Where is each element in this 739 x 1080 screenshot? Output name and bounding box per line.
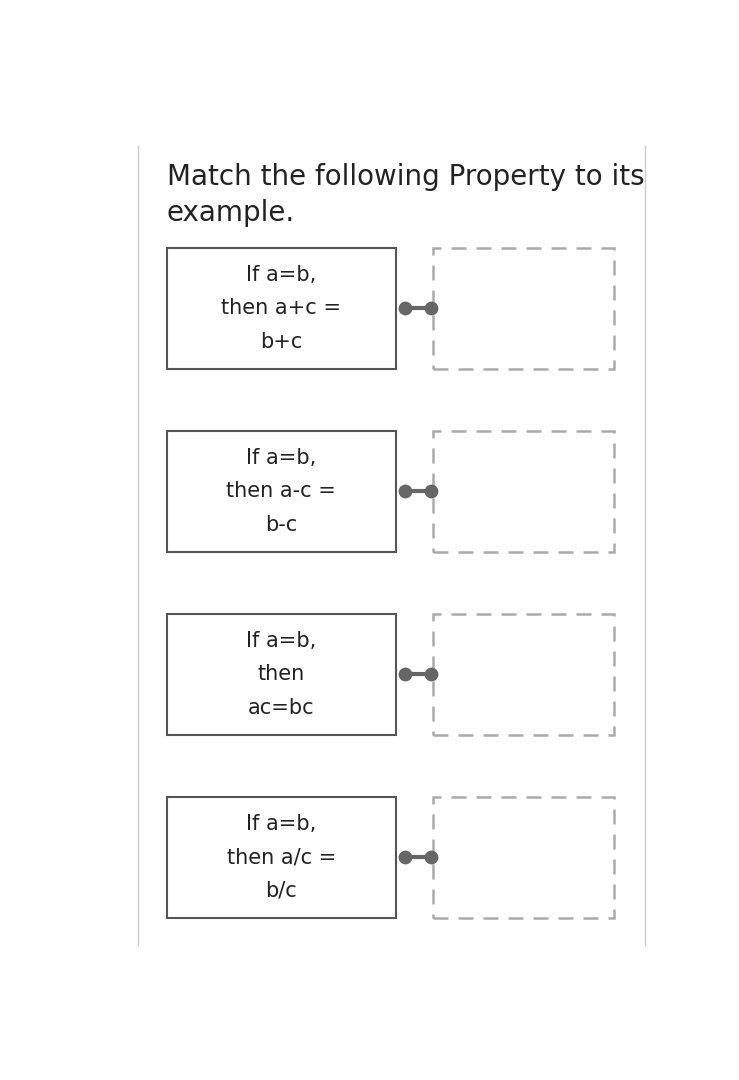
Text: If a=b,: If a=b, (246, 265, 316, 285)
FancyBboxPatch shape (167, 248, 396, 368)
Text: b-c: b-c (265, 514, 298, 535)
Point (398, 849, 410, 866)
Text: then: then (258, 664, 305, 685)
Text: then a+c =: then a+c = (222, 298, 341, 319)
FancyBboxPatch shape (433, 797, 613, 918)
Point (398, 665, 410, 683)
Text: If a=b,: If a=b, (246, 448, 316, 468)
FancyBboxPatch shape (433, 431, 613, 552)
Text: b+c: b+c (260, 332, 302, 352)
Point (398, 300, 410, 318)
Point (426, 483, 437, 500)
FancyBboxPatch shape (433, 615, 613, 734)
FancyBboxPatch shape (167, 797, 396, 918)
Text: Match the following Property to its: Match the following Property to its (167, 163, 644, 191)
Point (426, 665, 437, 683)
Text: example.: example. (167, 200, 295, 228)
Text: If a=b,: If a=b, (246, 814, 316, 834)
Text: ac=bc: ac=bc (248, 698, 315, 717)
FancyBboxPatch shape (433, 248, 613, 368)
Text: If a=b,: If a=b, (246, 631, 316, 651)
FancyBboxPatch shape (167, 431, 396, 552)
Text: then a/c =: then a/c = (227, 847, 336, 867)
Point (426, 300, 437, 318)
FancyBboxPatch shape (167, 615, 396, 734)
Text: b/c: b/c (265, 880, 297, 901)
Point (398, 483, 410, 500)
Point (426, 849, 437, 866)
Text: then a-c =: then a-c = (226, 482, 336, 501)
